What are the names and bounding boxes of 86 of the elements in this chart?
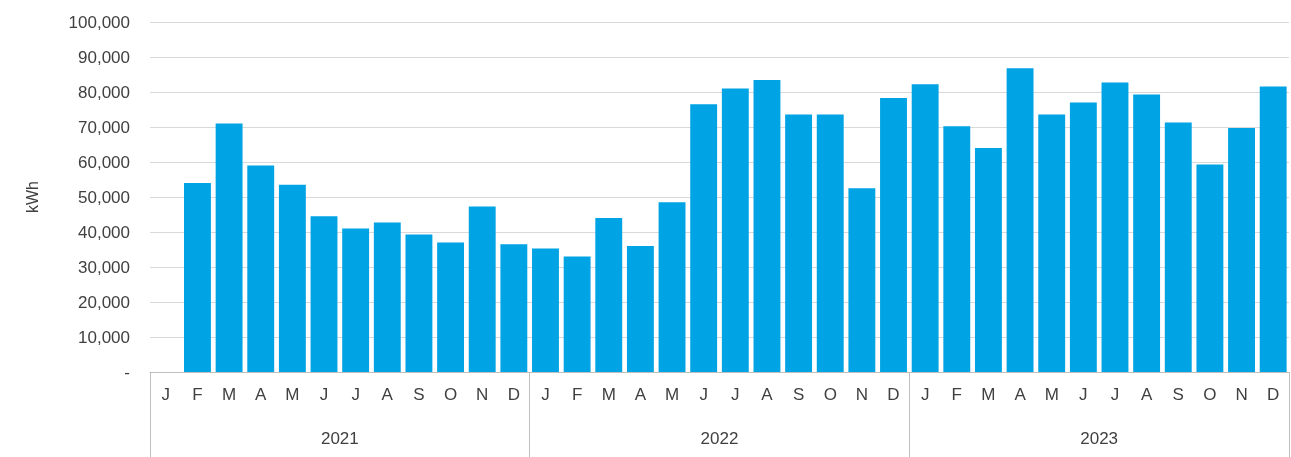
x-tick-label: A [255, 385, 268, 404]
bar [247, 165, 275, 372]
bar [1228, 128, 1255, 372]
x-tick-label: N [1235, 385, 1248, 404]
bar [721, 88, 749, 372]
x-tick-label: J [699, 385, 708, 404]
bar [468, 206, 496, 372]
x-tick-label: D [1267, 385, 1280, 404]
bar [437, 242, 465, 372]
bar [373, 222, 401, 372]
x-tick-label: F [571, 385, 583, 404]
bar [278, 184, 306, 372]
text: 2021 [320, 429, 359, 448]
x-tick-label: S [1172, 385, 1184, 404]
x-tick-label: F [951, 385, 962, 404]
y-tick-label: 70,000 [78, 117, 130, 137]
x-tick-label: A [761, 385, 774, 404]
x-tick-label: M [664, 385, 680, 404]
bar [848, 188, 876, 372]
x-tick-label: N [476, 385, 489, 404]
text: 2023 [1080, 429, 1119, 448]
y-tick-label: 10,000 [78, 327, 130, 347]
bar [563, 256, 591, 372]
bar [974, 148, 1002, 372]
bar [690, 104, 718, 372]
bar [626, 246, 654, 372]
bar [880, 97, 907, 372]
x-tick-label: M [285, 385, 300, 404]
y-tick-label: 80,000 [78, 82, 130, 102]
y-tick-label: 100,000 [68, 12, 130, 32]
y-tick-label: 30,000 [78, 257, 130, 277]
bar [215, 123, 243, 372]
bar [500, 244, 528, 372]
bar [1164, 122, 1192, 372]
x-tick-label: M [1044, 385, 1059, 404]
bar [532, 248, 559, 372]
bar [1133, 94, 1161, 372]
bar [1196, 164, 1224, 372]
bar [658, 202, 686, 372]
x-tick-label: J [319, 385, 329, 404]
y-tick-label: 50,000 [78, 187, 130, 207]
x-tick-label: A [1140, 385, 1153, 404]
bar [1006, 68, 1034, 372]
x-tick-label: J [731, 385, 740, 404]
x-tick-label: O [443, 385, 458, 404]
x-tick-label: M [222, 385, 237, 404]
x-tick-label: M [601, 385, 616, 404]
x-tick-label: J [1079, 385, 1088, 404]
text: 2022 [700, 429, 739, 448]
y-axis-title: kWh [23, 181, 41, 213]
y-tick-label: 60,000 [78, 152, 130, 172]
x-tick-label: S [792, 385, 805, 404]
bar [405, 234, 433, 372]
x-tick-label: J [541, 385, 550, 404]
bar [753, 80, 781, 372]
y-tick-label: 20,000 [78, 292, 130, 312]
bar [785, 114, 813, 372]
bar [943, 126, 971, 372]
x-tick-label: F [192, 385, 203, 404]
y-tick-label: - [124, 362, 130, 382]
x-tick-label: S [413, 385, 425, 404]
x-tick-label: A [1014, 385, 1027, 404]
bar [1038, 114, 1066, 372]
x-tick-label: O [1203, 385, 1217, 404]
bar [595, 218, 623, 372]
bar [816, 114, 844, 372]
y-tick-label: 90,000 [78, 47, 130, 67]
x-tick-label: A [634, 385, 647, 404]
bar [342, 228, 370, 372]
bar [184, 183, 211, 372]
bar [1069, 102, 1097, 372]
bar [1259, 86, 1287, 372]
y-tick-label: 40,000 [78, 222, 130, 242]
x-tick-label: J [161, 385, 171, 404]
x-tick-label: D [887, 385, 900, 404]
x-tick-label: M [981, 385, 996, 404]
x-tick-label: D [507, 385, 520, 404]
bar [310, 216, 338, 372]
x-tick-label: N [855, 385, 869, 404]
bar [911, 84, 939, 372]
x-tick-label: J [351, 385, 360, 404]
x-tick-label: J [1110, 385, 1120, 404]
x-tick-label: O [823, 385, 837, 404]
bar [1101, 82, 1129, 372]
x-tick-label: A [381, 385, 394, 404]
x-tick-label: J [920, 385, 930, 404]
